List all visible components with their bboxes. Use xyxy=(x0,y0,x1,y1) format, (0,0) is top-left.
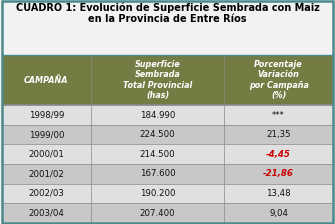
Text: 2000/01: 2000/01 xyxy=(28,150,64,159)
Text: CAMPAÑA: CAMPAÑA xyxy=(24,75,69,85)
Text: ***: *** xyxy=(272,111,285,120)
Bar xyxy=(2,203,333,223)
Text: Superficie
Sembrada
Total Provincial
(has): Superficie Sembrada Total Provincial (ha… xyxy=(123,60,192,100)
Bar xyxy=(2,125,333,144)
Text: 9,04: 9,04 xyxy=(269,209,288,218)
Bar xyxy=(2,55,333,105)
Bar xyxy=(2,164,333,184)
Bar xyxy=(2,144,333,164)
Text: Porcentaje
Variación
por Campaña
(%): Porcentaje Variación por Campaña (%) xyxy=(249,60,309,100)
Text: 1999/00: 1999/00 xyxy=(29,130,64,139)
Text: 167.600: 167.600 xyxy=(140,169,175,178)
Text: 214.500: 214.500 xyxy=(140,150,175,159)
Text: 207.400: 207.400 xyxy=(140,209,175,218)
Text: 1998/99: 1998/99 xyxy=(29,111,64,120)
Bar xyxy=(2,184,333,203)
Text: 2003/04: 2003/04 xyxy=(28,209,64,218)
Text: -4,45: -4,45 xyxy=(266,150,291,159)
Text: -21,86: -21,86 xyxy=(263,169,294,178)
Text: 2002/03: 2002/03 xyxy=(28,189,64,198)
Text: 224.500: 224.500 xyxy=(140,130,175,139)
Text: CUADRO 1: Evolución de Superficie Sembrada con Maiz
en la Provincia de Entre Río: CUADRO 1: Evolución de Superficie Sembra… xyxy=(15,2,320,24)
Text: 190.200: 190.200 xyxy=(140,189,175,198)
Text: 2001/02: 2001/02 xyxy=(28,169,64,178)
Bar xyxy=(2,105,333,125)
Text: 21,35: 21,35 xyxy=(266,130,291,139)
Text: 184.990: 184.990 xyxy=(140,111,175,120)
Text: 13,48: 13,48 xyxy=(266,189,291,198)
